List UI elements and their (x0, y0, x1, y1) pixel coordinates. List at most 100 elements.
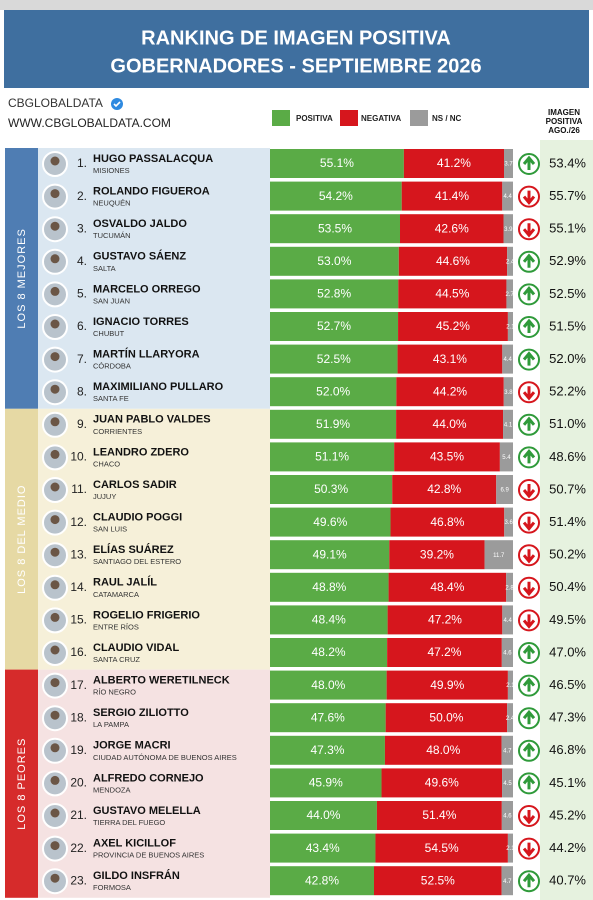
trend-arrow (522, 842, 536, 857)
rank: 20. (70, 776, 87, 790)
previous-value: 45.1% (549, 775, 586, 790)
group-label: LOS 8 DEL MEDIO (16, 485, 28, 594)
bar-segment (270, 344, 398, 374)
bar-segment (270, 149, 404, 178)
bar-segment (507, 833, 513, 863)
value-label: 44.6% (436, 254, 470, 268)
value-label: 49.9% (430, 678, 464, 692)
previous-value: 52.5% (549, 286, 586, 301)
trend-arrow (522, 614, 536, 629)
bar-segment (386, 670, 508, 700)
governor-name: ROLANDO FIGUEROA (93, 186, 210, 198)
previous-value: 53.4% (549, 155, 586, 170)
province: SAN LUIS (93, 525, 127, 534)
value-label: 48.0% (426, 743, 460, 757)
rank: 3. (77, 221, 87, 235)
value-label: 5.4 (502, 455, 511, 461)
governor-name: CLAUDIO VIDAL (93, 642, 179, 654)
value-label: 4.7 (503, 748, 512, 754)
province: CORRIENTES (93, 427, 142, 436)
province: ENTRE RÍOS (93, 622, 139, 631)
rank: 11. (71, 482, 87, 496)
bar-segment (502, 344, 513, 374)
bar-segment (398, 312, 508, 341)
bar-segment (501, 638, 513, 667)
bar-segment (376, 801, 502, 830)
province: MISIONES (93, 166, 130, 175)
value-label: 44.0% (433, 417, 467, 431)
group-background (38, 669, 270, 898)
trend-arrow (522, 644, 536, 659)
province: SANTA CRUZ (93, 655, 140, 664)
governor-name: GUSTAVO MELELLA (93, 805, 201, 817)
rank: 17. (70, 678, 87, 692)
value-label: 48.4% (312, 613, 346, 627)
value-label: 4.4 (503, 618, 512, 624)
bar-segment (270, 866, 375, 896)
governor-name: CARLOS SADIR (93, 479, 177, 491)
previous-value: 51.5% (549, 318, 586, 333)
value-label: 2.7 (506, 292, 515, 298)
value-label: 48.4% (430, 580, 464, 594)
value-label: 45.9% (309, 776, 343, 790)
value-label: 11.7 (493, 553, 505, 559)
governor-name: HUGO PASSALACQUA (93, 153, 213, 165)
bar-segment (397, 344, 503, 374)
bar-segment (503, 214, 513, 244)
governor-name: RAUL JALÍL (93, 576, 157, 589)
value-label: 6.9 (500, 488, 509, 494)
trend-arrow (522, 449, 536, 464)
verified-check (113, 101, 121, 108)
bar-segment (270, 442, 395, 472)
bar-segment (504, 149, 513, 178)
photo-head (50, 873, 60, 883)
value-label: 48.8% (312, 580, 346, 594)
value-label: 4.6 (503, 814, 512, 820)
bar-segment (385, 703, 508, 733)
trend-arrow (522, 581, 536, 597)
governor-name: MAXIMILIANO PULLARO (93, 381, 224, 393)
legend-swatch (410, 110, 428, 126)
value-label: 3.6 (504, 520, 513, 526)
photo-head (50, 775, 60, 785)
trend-arrow (522, 742, 536, 757)
previous-header: IMAGEN POSITIVA AGO./26 (545, 108, 583, 135)
photo-head (50, 319, 60, 329)
photo-head (50, 612, 60, 622)
bar-segment (270, 312, 399, 341)
province: FORMOSA (93, 883, 131, 892)
previous-value: 47.0% (549, 644, 586, 659)
value-label: 47.3% (310, 743, 344, 757)
value-label: 43.4% (306, 841, 340, 855)
value-label: 42.6% (435, 221, 469, 235)
bar-segment (270, 638, 388, 667)
group-label: LOS 8 PEORES (16, 738, 28, 830)
bar-segment (375, 833, 508, 863)
value-label: 41.4% (435, 189, 469, 203)
bar-segment (496, 475, 513, 504)
previous-value: 52.2% (549, 384, 586, 399)
province: CHUBUT (93, 329, 125, 338)
rank: 9. (77, 417, 87, 431)
trend-arrow (522, 351, 536, 366)
photo-head (50, 417, 60, 427)
value-label: 41.2% (437, 156, 471, 170)
value-label: 50.3% (314, 482, 348, 496)
previous-value: 55.7% (549, 188, 586, 203)
rank: 4. (77, 254, 87, 268)
chart-subtitle: GOBERNADORES - SEPTIEMBRE 2026 (110, 55, 481, 77)
governor-name: AXEL KICILLOF (93, 838, 176, 850)
governor-name: GUSTAVO SÁENZ (93, 250, 186, 263)
photo-head (50, 678, 60, 688)
province: SANTIAGO DEL ESTERO (93, 557, 181, 566)
rank: 22. (70, 841, 87, 855)
group-band (5, 669, 38, 898)
photo-head (50, 352, 60, 362)
province: SANTA FE (93, 394, 129, 403)
rank: 7. (77, 352, 87, 366)
value-label: 47.6% (311, 710, 345, 724)
value-label: 47.2% (428, 613, 462, 627)
governor-name: MARCELO ORREGO (93, 283, 201, 295)
value-label: 44.2% (433, 384, 467, 398)
value-label: 54.2% (319, 189, 353, 203)
